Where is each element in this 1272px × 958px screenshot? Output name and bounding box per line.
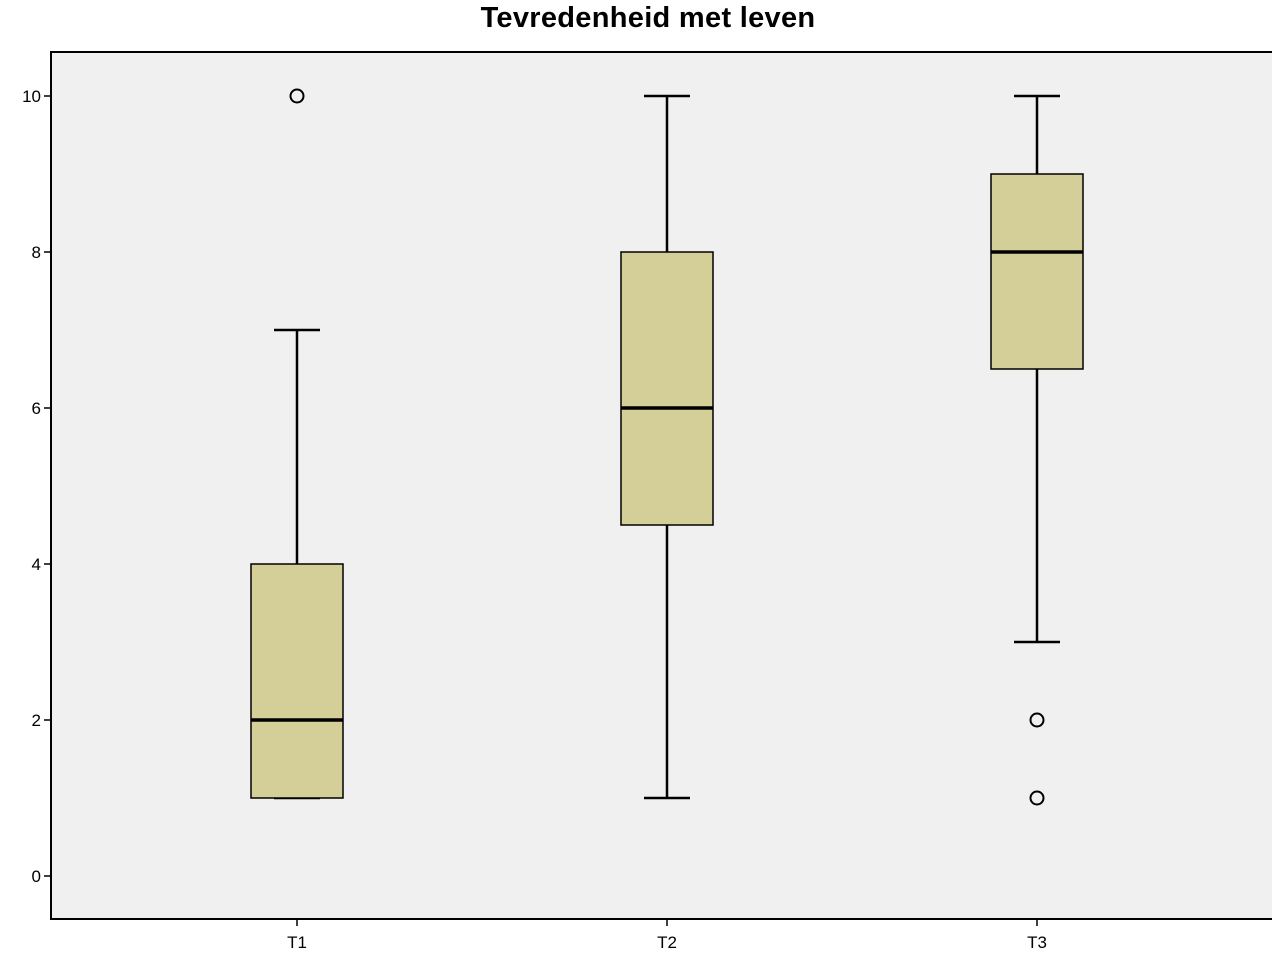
outlier-point [1029, 790, 1045, 806]
iqr-box [620, 251, 714, 526]
chart-title: Tevredenheid met leven [480, 2, 816, 34]
box-t3 [990, 94, 1084, 806]
x-axis: T1 T2 T3 [287, 919, 1047, 952]
y-tick-label: 0 [32, 867, 41, 886]
y-tick-label: 10 [22, 87, 41, 106]
outlier-point [289, 88, 305, 104]
y-tick-label: 8 [32, 243, 41, 262]
y-tick-label: 2 [32, 711, 41, 730]
y-tick-label: 4 [32, 555, 41, 574]
box-t1 [250, 88, 344, 800]
boxes [250, 88, 1084, 806]
y-tick-label: 6 [32, 399, 41, 418]
y-axis: 0 2 4 6 8 10 [22, 87, 51, 886]
x-tick-label: T3 [1027, 933, 1047, 952]
x-tick-label: T1 [287, 933, 307, 952]
x-tick-label: T2 [657, 933, 677, 952]
iqr-box [990, 173, 1084, 370]
iqr-box [250, 563, 344, 799]
outlier-point [1029, 712, 1045, 728]
box-t2 [620, 94, 714, 800]
